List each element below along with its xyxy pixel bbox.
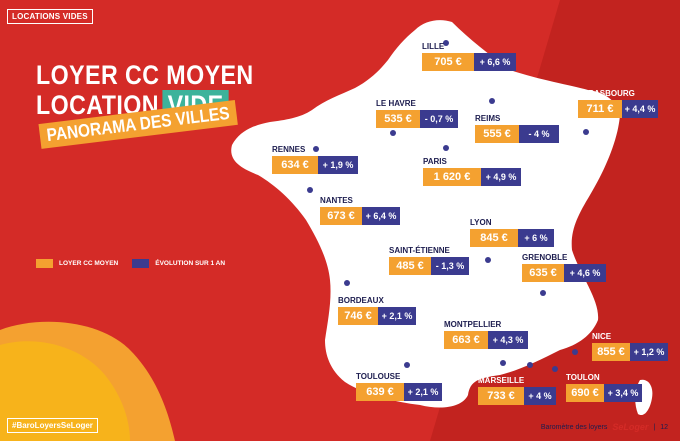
city-price: 535 € xyxy=(376,110,420,128)
city-marker xyxy=(552,366,558,372)
city-evolution: + 4,3 % xyxy=(488,331,528,349)
city-label-bordeaux: BORDEAUX 746 €+ 2,1 % xyxy=(338,296,416,325)
city-label-toulouse: TOULOUSE 639 €+ 2,1 % xyxy=(356,372,442,401)
legend-label-evolution: ÉVOLUTION SUR 1 AN xyxy=(155,260,225,267)
section-tag: LOCATIONS VIDES xyxy=(7,9,93,24)
city-marker xyxy=(489,98,495,104)
legend-swatch-price xyxy=(36,259,53,268)
city-name: BORDEAUX xyxy=(338,296,416,305)
city-evolution: + 4,6 % xyxy=(564,264,606,282)
footer-separator: | xyxy=(653,424,655,431)
city-price: 635 € xyxy=(522,264,564,282)
city-name: TOULON xyxy=(566,373,642,382)
city-marker xyxy=(390,130,396,136)
city-marker xyxy=(344,280,350,286)
city-name: RENNES xyxy=(272,145,358,154)
city-price: 663 € xyxy=(444,331,488,349)
city-price: 1 620 € xyxy=(423,168,481,186)
city-price: 639 € xyxy=(356,383,404,401)
city-evolution: + 6,6 % xyxy=(474,53,516,71)
city-price: 485 € xyxy=(389,257,431,275)
city-marker xyxy=(583,129,589,135)
page-title-line1: LOYER CC MOYEN xyxy=(36,60,254,90)
city-price: 690 € xyxy=(566,384,604,402)
city-name: LE HAVRE xyxy=(376,99,458,108)
city-label-montpellier: MONTPELLIER 663 €+ 4,3 % xyxy=(444,320,528,349)
city-evolution: + 4,4 % xyxy=(622,100,658,118)
city-label-nantes: NANTES 673 €+ 6,4 % xyxy=(320,196,400,225)
legend-swatch-evolution xyxy=(132,259,149,268)
city-evolution: + 2,1 % xyxy=(378,307,416,325)
city-name: REIMS xyxy=(475,114,559,123)
city-name: NICE xyxy=(592,332,668,341)
city-marker xyxy=(527,362,533,368)
city-evolution: + 4,9 % xyxy=(481,168,521,186)
city-label-lyon: LYON 845 €+ 6 % xyxy=(470,218,554,247)
city-marker xyxy=(540,290,546,296)
city-name: PARIS xyxy=(423,157,521,166)
city-evolution: - 0,7 % xyxy=(420,110,458,128)
city-price: 746 € xyxy=(338,307,378,325)
city-marker xyxy=(443,145,449,151)
city-label-marseille: MARSEILLE 733 €+ 4 % xyxy=(478,376,556,405)
page-footer: Baromètre des loyers SeLoger | 12 xyxy=(541,422,668,432)
city-label-nice: NICE 855 €+ 1,2 % xyxy=(592,332,668,361)
city-label-paris: PARIS 1 620 €+ 4,9 % xyxy=(423,157,521,186)
city-marker xyxy=(404,362,410,368)
city-evolution: - 1,3 % xyxy=(431,257,469,275)
footer-text: Baromètre des loyers xyxy=(541,424,608,431)
city-label-grenoble: GRENOBLE 635 €+ 4,6 % xyxy=(522,253,606,282)
city-name: MONTPELLIER xyxy=(444,320,528,329)
city-evolution: + 4 % xyxy=(524,387,556,405)
city-price: 845 € xyxy=(470,229,518,247)
city-price: 855 € xyxy=(592,343,630,361)
city-price: 634 € xyxy=(272,156,318,174)
city-name: STRASBOURG xyxy=(578,89,658,98)
city-name: GRENOBLE xyxy=(522,253,606,262)
city-marker xyxy=(572,349,578,355)
page-number: 12 xyxy=(660,424,668,431)
city-evolution: + 6 % xyxy=(518,229,554,247)
city-name: LYON xyxy=(470,218,554,227)
legend: LOYER CC MOYEN ÉVOLUTION SUR 1 AN xyxy=(36,259,225,268)
city-price: 673 € xyxy=(320,207,362,225)
city-label-saint-etienne: SAINT-ÉTIENNE 485 €- 1,3 % xyxy=(389,246,469,275)
city-name: LILLE xyxy=(422,42,516,51)
city-label-strasbourg: STRASBOURG 711 €+ 4,4 % xyxy=(578,89,658,118)
hashtag-label: #BaroLoyersSeLoger xyxy=(7,418,98,433)
city-price: 733 € xyxy=(478,387,524,405)
city-evolution: + 3,4 % xyxy=(604,384,642,402)
city-price: 711 € xyxy=(578,100,622,118)
city-price: 705 € xyxy=(422,53,474,71)
city-label-reims: REIMS 555 €- 4 % xyxy=(475,114,559,143)
brand-logo: SeLoger xyxy=(612,422,648,432)
city-name: MARSEILLE xyxy=(478,376,556,385)
city-marker xyxy=(307,187,313,193)
city-evolution: + 2,1 % xyxy=(404,383,442,401)
legend-label-price: LOYER CC MOYEN xyxy=(59,260,118,267)
city-label-toulon: TOULON 690 €+ 3,4 % xyxy=(566,373,642,402)
city-marker xyxy=(500,360,506,366)
city-name: NANTES xyxy=(320,196,400,205)
city-name: TOULOUSE xyxy=(356,372,442,381)
city-evolution: - 4 % xyxy=(519,125,559,143)
city-price: 555 € xyxy=(475,125,519,143)
city-marker xyxy=(485,257,491,263)
city-name: SAINT-ÉTIENNE xyxy=(389,246,469,255)
city-evolution: + 1,9 % xyxy=(318,156,358,174)
city-label-rennes: RENNES 634 €+ 1,9 % xyxy=(272,145,358,174)
city-label-lille: LILLE 705 €+ 6,6 % xyxy=(422,42,516,71)
city-evolution: + 1,2 % xyxy=(630,343,668,361)
city-evolution: + 6,4 % xyxy=(362,207,400,225)
city-label-le-havre: LE HAVRE 535 €- 0,7 % xyxy=(376,99,458,128)
